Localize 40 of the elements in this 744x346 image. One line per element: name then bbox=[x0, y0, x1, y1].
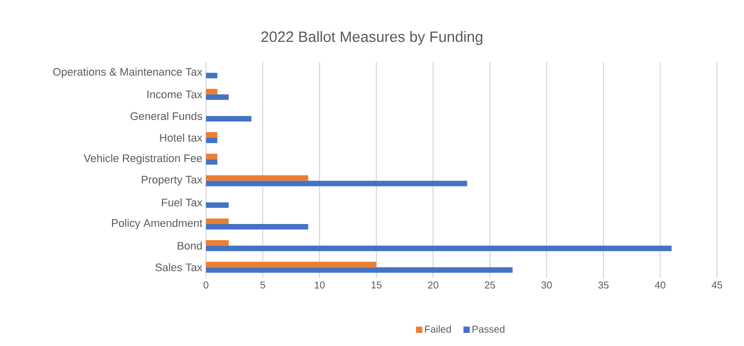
y-tick-label: General Funds bbox=[130, 112, 202, 120]
legend-label: Passed bbox=[472, 325, 504, 333]
legend-label: Failed bbox=[425, 325, 451, 333]
bar bbox=[206, 88, 218, 94]
x-tick-label: 15 bbox=[372, 282, 382, 288]
x-tick-label: 0 bbox=[204, 282, 208, 289]
bar bbox=[206, 72, 218, 78]
x-tick-label: 5 bbox=[260, 282, 266, 288]
bar bbox=[206, 138, 218, 144]
x-tick-label: 30 bbox=[542, 282, 552, 289]
bar bbox=[206, 246, 672, 252]
x-tick-label: 20 bbox=[428, 282, 438, 289]
y-tick-label: Policy Amendment bbox=[112, 218, 202, 230]
bar bbox=[206, 116, 252, 122]
bar bbox=[206, 175, 308, 181]
y-tick-label: Vehicle Registration Fee bbox=[84, 154, 202, 164]
bar bbox=[206, 262, 376, 268]
y-tick-label: Sales Tax bbox=[155, 263, 202, 272]
y-tick-label: Fuel Tax bbox=[162, 198, 202, 206]
bar bbox=[206, 180, 468, 186]
y-tick-label: Hotel tax bbox=[160, 134, 202, 142]
chart-title: 2022 Ballot Measures by Funding bbox=[261, 31, 482, 45]
bar bbox=[206, 240, 229, 246]
y-tick-label: Income Tax bbox=[147, 90, 202, 98]
x-tick-label: 45 bbox=[712, 282, 722, 288]
bar bbox=[206, 159, 218, 165]
x-tick-label: 10 bbox=[314, 282, 325, 289]
bar bbox=[206, 94, 229, 100]
x-tick-label: 35 bbox=[598, 282, 609, 289]
bar bbox=[206, 132, 218, 138]
x-tick-label: 25 bbox=[484, 282, 496, 289]
y-tick-label: Bond bbox=[178, 242, 202, 250]
bar bbox=[206, 218, 229, 224]
x-tick-label: 40 bbox=[654, 282, 666, 289]
y-tick-label: Operations & Maintenance Tax bbox=[53, 68, 202, 78]
y-tick-label: Property Tax bbox=[142, 176, 202, 186]
bar bbox=[206, 154, 218, 160]
bar bbox=[206, 202, 229, 208]
bar bbox=[206, 224, 308, 230]
bar bbox=[206, 267, 513, 273]
